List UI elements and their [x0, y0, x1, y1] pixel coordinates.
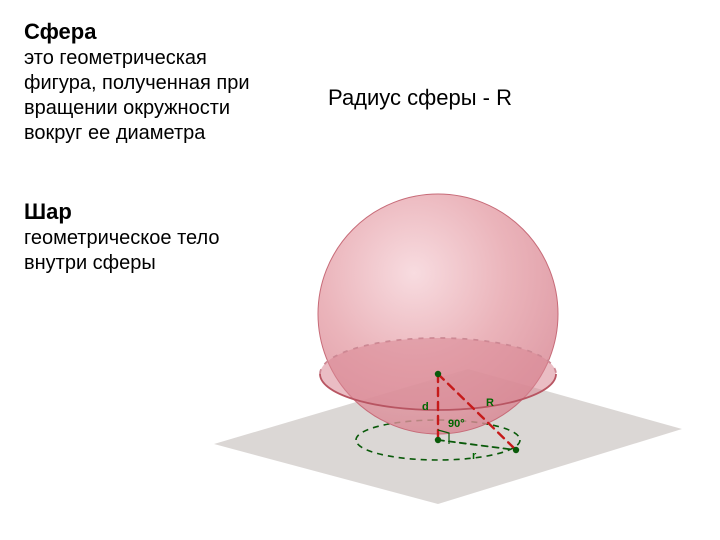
label-r-big: R [486, 397, 494, 409]
definition-1-title: Сфера [24, 18, 96, 46]
foot-point [435, 437, 441, 443]
center-point [435, 371, 441, 377]
surface-point [513, 447, 519, 453]
slide: Сфера это геометрическая фигура, получен… [0, 0, 720, 540]
definition-2-title: Шар [24, 198, 72, 226]
label-90: 90° [448, 418, 465, 430]
radius-label: Радиус сферы - R [328, 84, 512, 112]
sphere-diagram: d R r 90° [208, 144, 688, 534]
label-d: d [422, 401, 429, 413]
label-r-small: r [472, 450, 477, 462]
definition-1-body: это геометрическая фигура, полученная пр… [24, 46, 254, 146]
